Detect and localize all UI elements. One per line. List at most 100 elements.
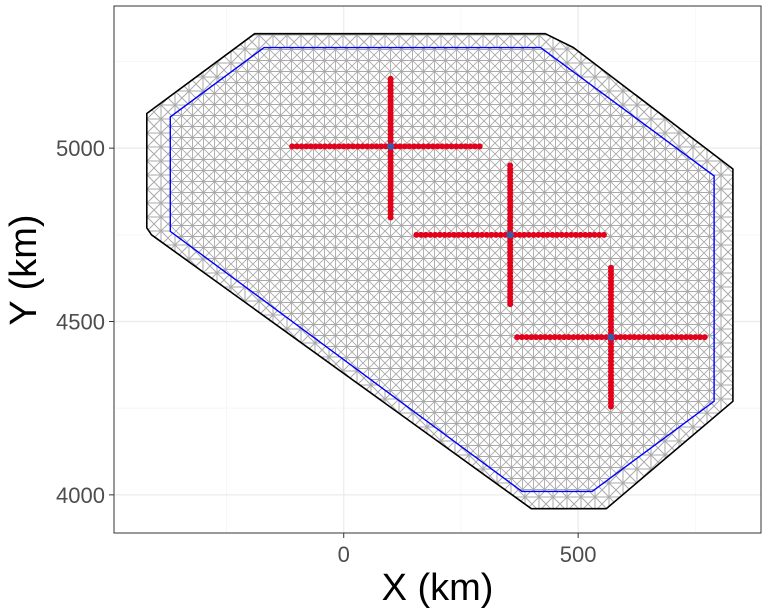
cross-point — [436, 231, 443, 238]
cross-point — [307, 143, 314, 150]
cross-point — [364, 143, 371, 150]
cross-point — [488, 231, 495, 238]
cross-points — [289, 75, 708, 410]
cross-point — [645, 334, 652, 341]
panel-border — [113, 5, 762, 534]
cross-point — [476, 143, 483, 150]
cross-point — [460, 231, 467, 238]
cross-point — [678, 334, 685, 341]
cross-point — [432, 231, 439, 238]
cross-point — [434, 143, 441, 150]
cross-point — [378, 143, 385, 150]
inner-boundary — [169, 46, 715, 493]
cross-point — [439, 143, 446, 150]
cross-point — [429, 143, 436, 150]
cross-point — [293, 143, 300, 150]
cross-point — [589, 334, 596, 341]
cross-point — [415, 143, 422, 150]
cross-center-point — [506, 231, 514, 239]
cross-point — [579, 334, 586, 341]
y-axis-ticks: 4000 4500 5000 — [56, 136, 114, 508]
cross-point — [701, 334, 708, 341]
cross-point — [521, 231, 528, 238]
cross-point — [640, 334, 647, 341]
cross-point — [596, 231, 603, 238]
cross-point — [558, 231, 565, 238]
cross-point — [532, 334, 539, 341]
cross-point — [554, 231, 561, 238]
cross-point — [422, 231, 429, 238]
cross-point — [321, 143, 328, 150]
cross-point — [450, 231, 457, 238]
cross-point — [401, 143, 408, 150]
cross-point — [565, 334, 572, 341]
cross-point — [469, 231, 476, 238]
cross-point — [584, 334, 591, 341]
cross-point — [556, 334, 563, 341]
cross-point — [289, 143, 296, 150]
cross-point — [368, 143, 375, 150]
cross-point — [312, 143, 319, 150]
cross-point — [474, 231, 481, 238]
cross-point — [650, 334, 657, 341]
cross-point — [396, 143, 403, 150]
cross-point — [668, 334, 675, 341]
cross-center-point — [387, 142, 395, 151]
cross-point — [518, 334, 525, 341]
cross-point — [631, 334, 638, 341]
y-tick-label: 4500 — [56, 310, 105, 335]
mesh-region — [146, 32, 734, 510]
cross-point — [598, 334, 605, 341]
cross-point — [682, 334, 689, 341]
cross-point — [479, 231, 486, 238]
cross-point — [354, 143, 361, 150]
cross-point — [443, 143, 450, 150]
cross-point — [359, 143, 366, 150]
cross-point — [441, 231, 448, 238]
cross-point — [654, 334, 661, 341]
x-tick-label: 500 — [560, 542, 597, 567]
cross-point — [331, 143, 338, 150]
cross-point — [455, 231, 462, 238]
cross-point — [659, 334, 666, 341]
cross-point — [406, 143, 413, 150]
cross-point — [345, 143, 352, 150]
cross-point — [464, 231, 471, 238]
cross-point — [411, 143, 418, 150]
y-tick-label: 5000 — [56, 136, 105, 161]
cross-point — [577, 231, 584, 238]
cross-point — [420, 143, 427, 150]
cross-point — [607, 264, 614, 271]
cross-point — [547, 334, 554, 341]
cross-point — [636, 334, 643, 341]
cross-point — [453, 143, 460, 150]
cross-point — [673, 334, 680, 341]
cross-point — [582, 231, 589, 238]
cross-point — [539, 231, 546, 238]
cross-point — [542, 334, 549, 341]
cross-point — [425, 143, 432, 150]
cross-point — [549, 231, 556, 238]
cross-point — [418, 231, 425, 238]
cross-point — [298, 143, 305, 150]
cross-point — [551, 334, 558, 341]
cross-point — [530, 231, 537, 238]
cross-point — [535, 231, 542, 238]
cross-point — [427, 231, 434, 238]
cross-point — [563, 231, 570, 238]
cross-point — [600, 231, 607, 238]
cross-point — [697, 334, 704, 341]
cross-point — [591, 231, 598, 238]
cross-point — [525, 231, 532, 238]
cross-point — [497, 231, 504, 238]
cross-point — [617, 334, 624, 341]
cross-point — [568, 231, 575, 238]
cross-point — [523, 334, 530, 341]
cross-point — [593, 334, 600, 341]
y-tick-label: 4000 — [56, 483, 105, 508]
cross-point — [303, 143, 310, 150]
cross-point — [561, 334, 568, 341]
cross-point — [626, 334, 633, 341]
cross-point — [448, 143, 455, 150]
y-axis-title: Y (km) — [3, 214, 45, 325]
